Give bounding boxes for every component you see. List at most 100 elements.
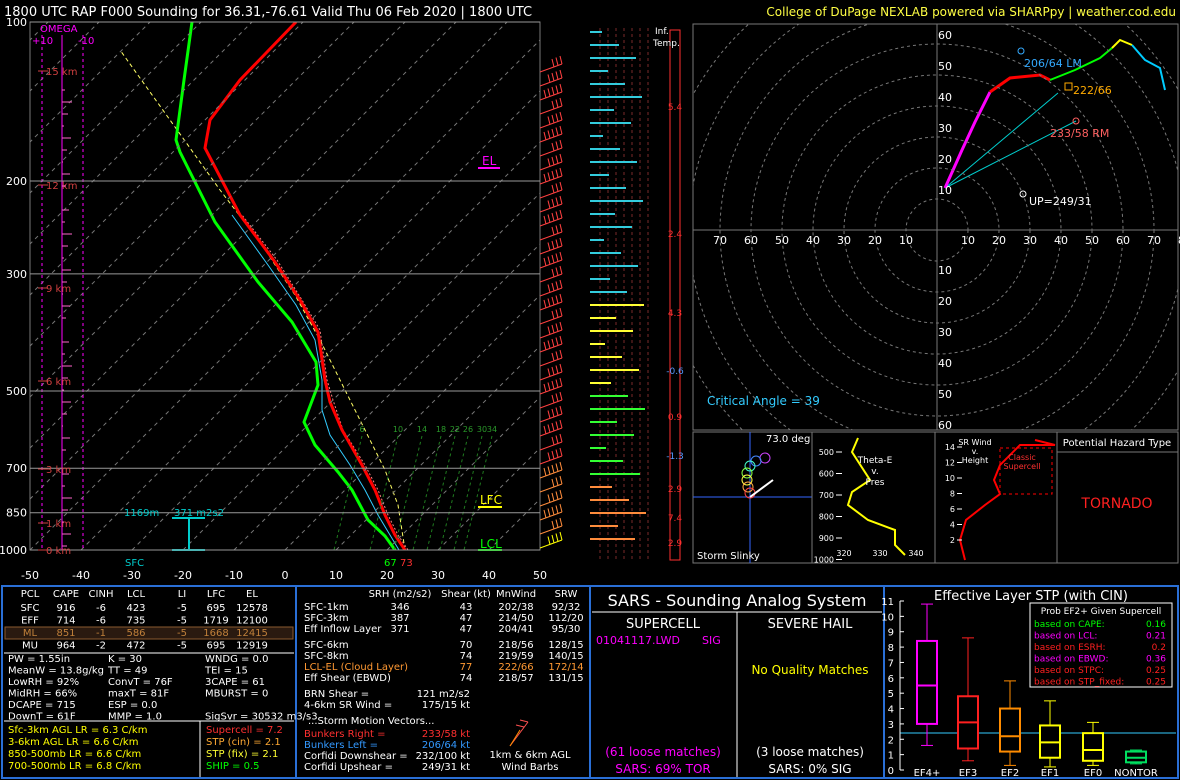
sr-wind-height: 6 [950, 505, 955, 514]
wind-barb [539, 139, 563, 157]
barb-flag [555, 225, 559, 234]
inferred-temperature-label: 5.4 [668, 103, 683, 113]
barb-flag [551, 310, 555, 320]
wind-barb [539, 405, 563, 423]
wind-barb [539, 125, 563, 143]
parcel-cell: 1719 [203, 616, 228, 627]
barb-flag [547, 130, 551, 139]
height-label: 1 km [46, 519, 71, 530]
wind-barb [539, 153, 563, 171]
barb-flag [551, 86, 555, 96]
kinematic-label: SFC-1km [304, 602, 349, 613]
parcel-cell: 735 [126, 616, 145, 627]
ring-label: 30 [938, 326, 952, 339]
height-label: 9 km [46, 284, 71, 295]
barb-flag [555, 141, 559, 150]
parcel-cell: EFF [21, 616, 39, 627]
hodograph-trace [1111, 38, 1133, 49]
theta-e-pressure: 900 [819, 534, 834, 543]
inferred-temperature-label: 4.3 [668, 309, 682, 319]
stp-category: EF4+ [914, 768, 941, 779]
ring-label: 40 [938, 357, 952, 370]
parcel-cell: 472 [126, 641, 145, 652]
barb-flag [559, 405, 563, 415]
barb-flag [555, 295, 559, 304]
wind-barb [539, 209, 563, 227]
kinematic-cell: 74 [460, 651, 473, 662]
wind-barb [539, 195, 563, 213]
barb-flag [551, 114, 555, 124]
wind-barb [539, 69, 563, 87]
omega-title: OMEGA [40, 24, 78, 35]
ring-label: 20 [938, 153, 952, 166]
height-label: 3 km [46, 465, 71, 476]
ml-highlight [4, 626, 294, 640]
kinematic-cell: 77 [460, 662, 473, 673]
stp-tick-label: 1 [888, 751, 894, 762]
theta-e-label: 340 [908, 549, 923, 558]
pressure-label: 200 [6, 175, 27, 188]
wetbulb-trace [231, 214, 400, 550]
right-mover-marker [1072, 117, 1080, 125]
stp-category: EF3 [959, 768, 977, 779]
storm-motion-line [944, 92, 1059, 189]
sr-wind-annotation: Supercell [1003, 462, 1040, 471]
lfc-label: LFC [480, 493, 502, 507]
barb-flag [559, 69, 563, 79]
kinematic-label: BRN Shear = [304, 689, 369, 700]
barb-staff [509, 729, 521, 747]
barb-flag [559, 489, 563, 499]
left-mover-label: 206/64 LM [1024, 57, 1082, 70]
ring-label: 10 [899, 234, 913, 247]
kinematic-cell: 95/30 [552, 624, 581, 635]
barb-flag [547, 382, 551, 391]
pressure-label: 850 [6, 507, 27, 520]
barb-flag [559, 279, 563, 289]
temperature-label: 0 [282, 569, 289, 582]
barb-flag [551, 352, 555, 362]
index: maxT = 81F [108, 689, 169, 700]
barb-flag [555, 253, 559, 262]
column-title: Inf. [655, 27, 669, 37]
barb-flag [559, 111, 563, 121]
barb-flag [543, 467, 547, 477]
kinematic-cell: 202/38 [498, 602, 533, 613]
storm-motion-label: Corfidi Downshear = [304, 751, 408, 762]
mixing-ratio-label: 22 [450, 425, 460, 434]
wind-barb [539, 335, 563, 353]
sr-wind-annotation: Classic [1008, 453, 1036, 462]
stp-tick-label: 7 [888, 658, 894, 669]
parcel-trace [119, 49, 406, 550]
ring-label: 50 [775, 234, 789, 247]
sars-loose: (3 loose matches) [756, 745, 864, 759]
slinky-ring [744, 460, 756, 472]
hazard-title: Potential Hazard Type [1063, 438, 1171, 449]
barb-flag [555, 533, 559, 542]
barb-flag [559, 391, 563, 401]
storm-motion-value: 233/58 kt [422, 729, 470, 740]
barb-flag [543, 341, 547, 351]
index: TEI = 15 [204, 666, 248, 677]
ring-label: 60 [938, 29, 952, 42]
parcel-header: LCL [127, 589, 146, 600]
stp-tick-label: 2 [888, 735, 894, 746]
mixing-ratio-line [333, 435, 363, 550]
barb-flag [551, 58, 555, 68]
ring-label: 10 [961, 234, 975, 247]
wind-barb [539, 517, 563, 535]
parcel-cell: 851 [56, 628, 75, 639]
column-title: Temp. [652, 39, 680, 49]
wind-barb [539, 447, 563, 465]
mixing-ratio-label: 14 [417, 425, 427, 434]
kinematic-cell: 140/15 [548, 651, 583, 662]
lapse-rate: 3-6km AGL LR = 6.6 C/km [8, 737, 138, 748]
barb-flag [543, 509, 547, 519]
barb-flag [559, 363, 563, 373]
ring-label: 40 [806, 234, 820, 247]
stp-tick-label: 9 [888, 628, 894, 639]
inferred-temperature-label: 2.9 [668, 485, 683, 495]
barb-flag [519, 719, 529, 723]
wind-barb [539, 251, 563, 269]
index: SigSvr = 30532 m3/s3 [205, 712, 318, 723]
